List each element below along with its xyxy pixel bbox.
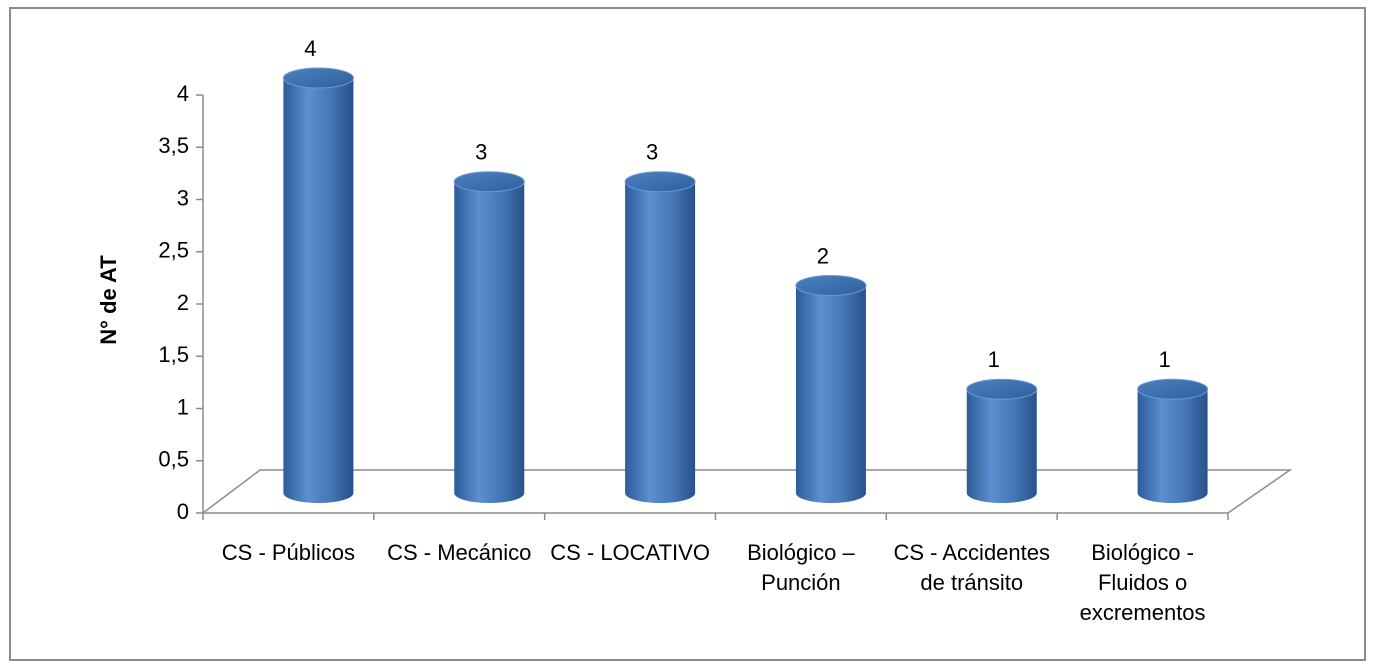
bar (453, 171, 525, 503)
value-label: 3 (475, 140, 487, 165)
x-tick-label: Biológico – Punción (747, 540, 855, 595)
bar-body (966, 389, 1037, 503)
x-tick-label: CS - Públicos (221, 540, 356, 565)
x-tick-label: CS - Mecánico (387, 540, 532, 565)
y-tick-label: 0,5 (158, 447, 189, 472)
y-tick-label: 3,5 (158, 133, 189, 158)
bar-top (1137, 378, 1209, 400)
y-axis-title: N° de AT (96, 255, 121, 345)
y-tick-label: 2,5 (158, 238, 189, 263)
bar (966, 378, 1038, 503)
value-label: 1 (988, 347, 1000, 372)
value-label: 1 (1158, 347, 1170, 372)
y-tick-label: 4 (177, 81, 189, 106)
value-label: 2 (817, 243, 829, 268)
y-tick-label: 2 (177, 290, 189, 315)
y-tick-label: 3 (177, 185, 189, 210)
bar-body (283, 78, 354, 503)
bar-body (454, 181, 525, 503)
y-tick-label: 0 (177, 499, 189, 524)
bar-body (795, 285, 866, 503)
floor (202, 469, 1293, 514)
value-label: 4 (304, 36, 316, 61)
bar (1137, 378, 1209, 503)
bar-body (625, 181, 696, 503)
x-tick-label: CS - Accidentes de tránsito (893, 540, 1050, 595)
bar (282, 67, 354, 503)
x-tick-label: Biológico - Fluidos o excrementos (1079, 540, 1206, 625)
y-tick-label: 1 (177, 394, 189, 419)
y-tick-label: 1,5 (158, 342, 189, 367)
bar-top (624, 171, 696, 193)
x-tick-label: CS - LOCATIVO (550, 540, 710, 565)
bar-top (453, 171, 525, 193)
bar (795, 275, 867, 503)
bar-top (966, 378, 1038, 400)
bar-body (1137, 389, 1208, 503)
value-label: 3 (646, 140, 658, 165)
chart-border (9, 7, 1366, 661)
bar-top (795, 275, 867, 296)
bar (624, 171, 696, 503)
bar-top (282, 67, 354, 89)
